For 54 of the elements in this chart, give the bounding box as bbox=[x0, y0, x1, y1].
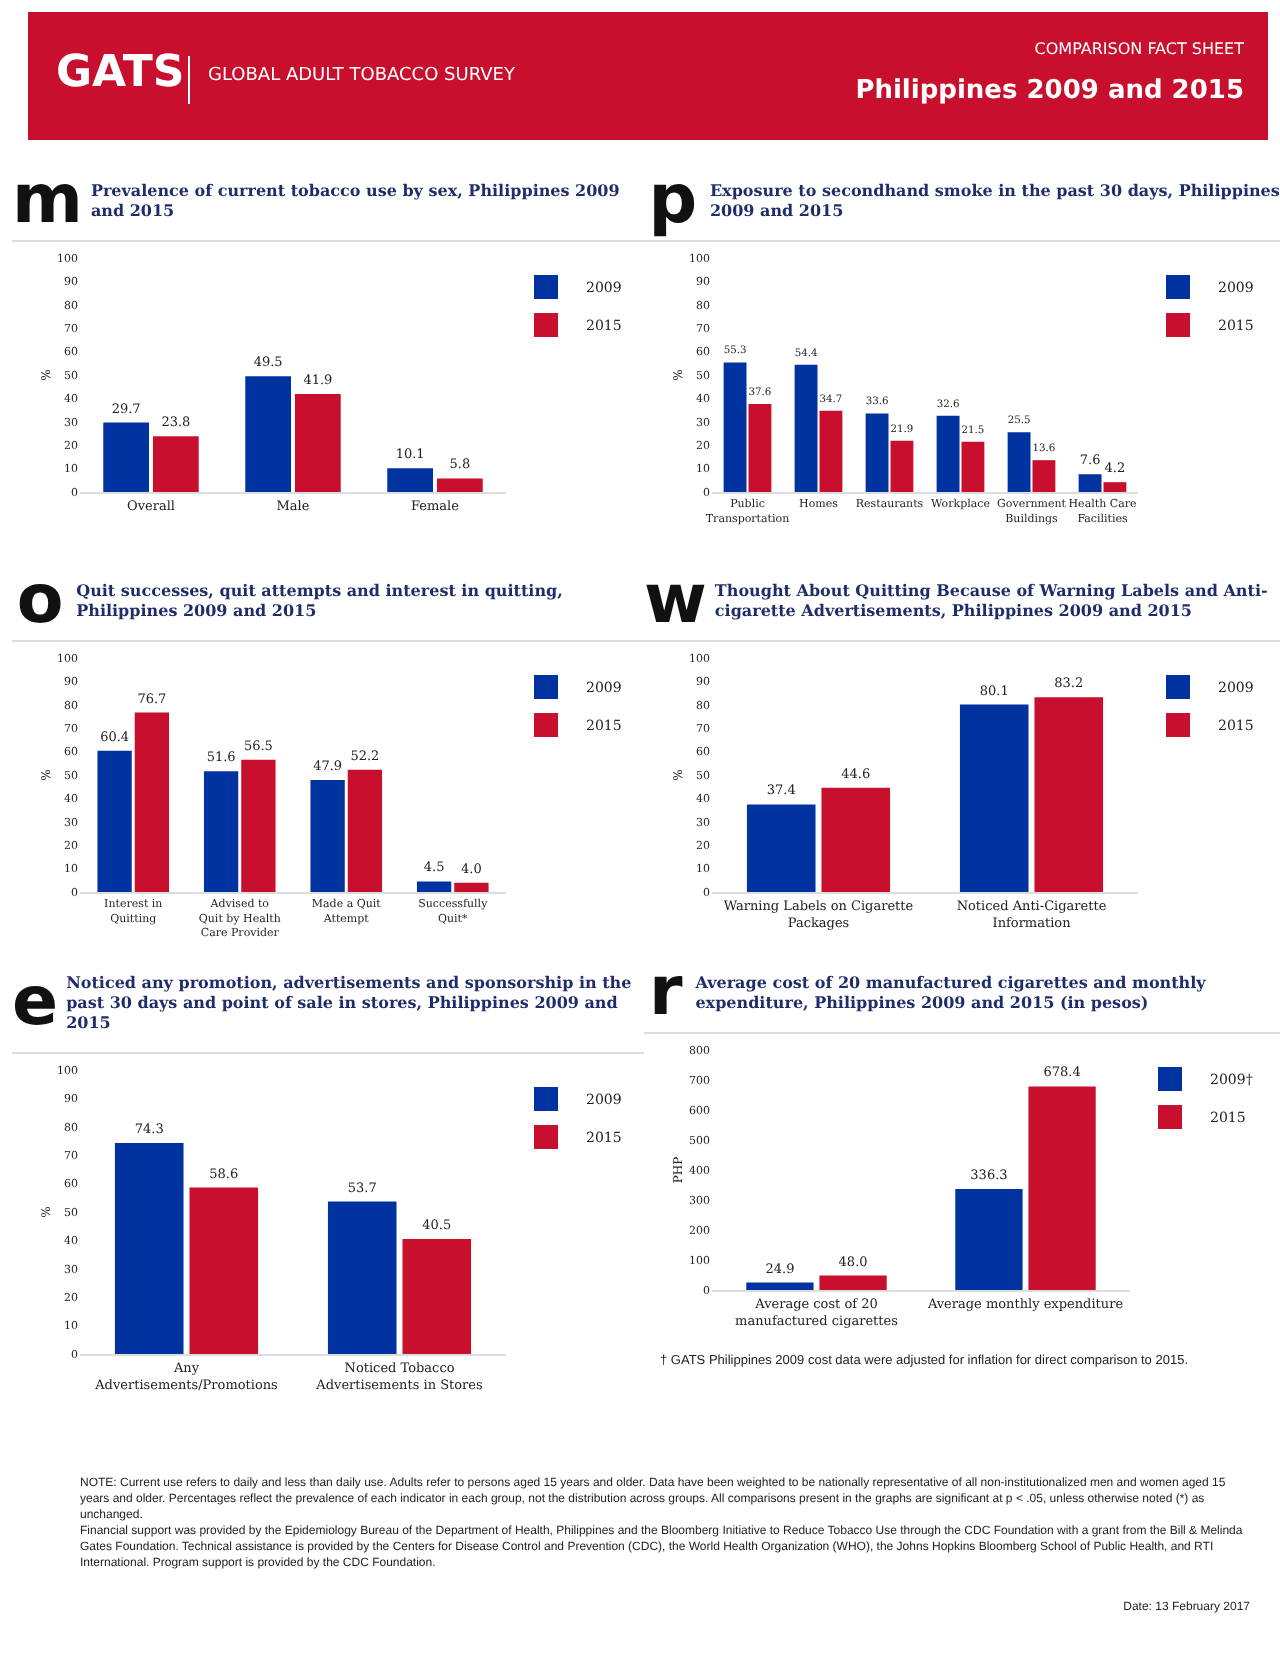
text: e bbox=[12, 962, 59, 1042]
bar bbox=[936, 415, 960, 492]
bar bbox=[97, 750, 132, 892]
text: o bbox=[14, 560, 66, 640]
bar bbox=[416, 881, 452, 892]
bar bbox=[387, 468, 434, 492]
bar bbox=[152, 436, 199, 492]
bar bbox=[114, 1142, 184, 1354]
bar bbox=[819, 410, 843, 492]
text: GATS bbox=[56, 48, 185, 98]
bar bbox=[347, 769, 383, 892]
chart-title: Average cost of 20 manufactured cigarettes and monthly expenditure, Philippines 2009 and 2015 (in pesos) bbox=[693, 972, 1208, 1012]
text: Philippines 2009 and 2015 bbox=[855, 76, 1244, 106]
bar bbox=[955, 1189, 1023, 1290]
bar bbox=[865, 413, 889, 492]
bar bbox=[1007, 432, 1031, 492]
bar bbox=[1034, 697, 1104, 892]
chart-title: Noticed any promotion, advertisements and sponsorship in the past 30 days and point of sale in stores, Philippines 2009 and 2015 bbox=[64, 972, 634, 1032]
bar bbox=[436, 478, 483, 492]
bar bbox=[1103, 482, 1127, 492]
bar bbox=[1078, 474, 1102, 492]
bar bbox=[723, 362, 747, 492]
bar bbox=[821, 787, 891, 892]
bar bbox=[959, 704, 1029, 892]
bar bbox=[203, 771, 239, 892]
bar bbox=[241, 759, 276, 892]
bar bbox=[1028, 1086, 1096, 1290]
chart-title: Quit successes, quit attempts and interest in quitting, Philippines 2009 and 2015 bbox=[76, 580, 563, 620]
text: r bbox=[646, 952, 685, 1032]
bar bbox=[1032, 460, 1056, 492]
bar bbox=[189, 1187, 259, 1354]
bar bbox=[134, 712, 170, 892]
bar bbox=[890, 440, 914, 492]
bar bbox=[327, 1201, 397, 1354]
bar bbox=[402, 1238, 472, 1354]
bar bbox=[310, 779, 345, 892]
chart-title: Exposure to secondhand smoke in the past 30 days, Philippines 2009 and 2015 bbox=[707, 180, 1280, 220]
bar bbox=[245, 376, 292, 492]
bar bbox=[454, 882, 489, 892]
chart-title: Thought About Quitting Because of Warning Labels and Anti-cigarette Advertisements, Philippines 2009 and 2015 bbox=[712, 580, 1270, 620]
bar bbox=[103, 422, 150, 492]
text: p bbox=[646, 160, 700, 240]
text: w bbox=[644, 560, 707, 640]
bar bbox=[819, 1275, 887, 1290]
text: GLOBAL ADULT TOBACCO SURVEY bbox=[208, 66, 515, 86]
bar bbox=[746, 1282, 814, 1290]
bar bbox=[294, 393, 341, 492]
bar bbox=[961, 441, 985, 492]
bar bbox=[746, 804, 816, 892]
bar bbox=[794, 364, 818, 492]
bar bbox=[748, 404, 772, 492]
text: COMPARISON FACT SHEET bbox=[1034, 40, 1244, 58]
chart-title: Prevalence of current tobacco use by sex, Philippines 2009 and 2015 bbox=[88, 180, 622, 220]
text: m bbox=[12, 160, 83, 240]
